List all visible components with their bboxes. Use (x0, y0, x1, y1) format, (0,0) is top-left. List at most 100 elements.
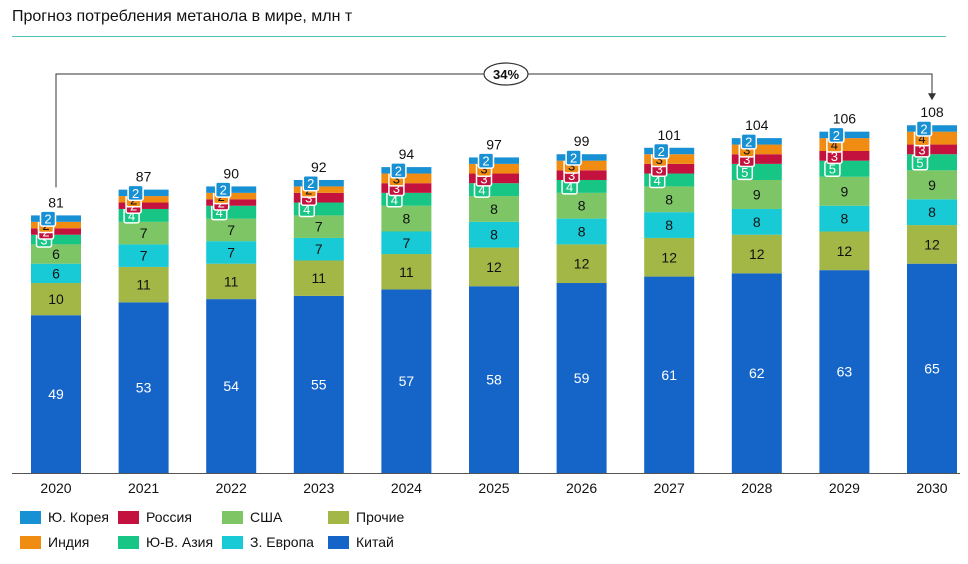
data-label-korea-2020: 2 (44, 212, 51, 227)
bar-segment-india-2024 (381, 173, 432, 184)
data-label-europe-2023: 7 (315, 241, 323, 257)
data-label-china-2023: 55 (311, 376, 327, 392)
data-label-other-2027: 12 (661, 249, 677, 265)
legend-swatch-europe (222, 535, 243, 549)
data-label-sea-2021: 4 (128, 208, 135, 223)
data-label-usa-2029: 9 (841, 183, 849, 199)
legend-label-china: Китай (356, 534, 394, 550)
data-label-india-2030: 4 (918, 131, 925, 146)
data-label-usa-2030: 9 (928, 177, 936, 193)
bar-segment-china-2021 (118, 302, 169, 473)
data-label-russia-2029: 3 (831, 149, 838, 164)
legend-item-india: Индия (20, 534, 89, 550)
data-label-usa-2023: 7 (315, 219, 323, 235)
data-label-russia-2023: 3 (305, 191, 312, 206)
bar-segment-china-2028 (731, 273, 782, 473)
bar-segment-other-2028 (731, 234, 782, 274)
bar-segment-europe-2022 (206, 241, 257, 264)
bar-segment-usa-2030 (907, 170, 957, 200)
data-label-box-korea-2027 (652, 142, 670, 160)
bar-segment-china-2024 (381, 289, 432, 473)
data-label-other-2020: 10 (48, 291, 64, 307)
bar-segment-europe-2028 (731, 208, 782, 235)
data-label-sea-2029: 5 (829, 162, 836, 177)
data-label-other-2028: 12 (749, 246, 765, 262)
legend-label-korea: Ю. Корея (48, 509, 110, 525)
total-label-2022: 90 (223, 165, 239, 181)
bar-segment-other-2029 (819, 231, 870, 271)
data-label-box-korea-2024 (390, 162, 407, 179)
data-label-sea-2027: 4 (654, 173, 661, 188)
bar-segment-usa-2020 (31, 244, 81, 264)
bar-segment-china-2030 (907, 263, 957, 473)
x-tick-label-2027: 2027 (654, 480, 685, 496)
legend-swatch-usa (222, 510, 243, 524)
bar-segment-europe-2023 (293, 237, 344, 261)
legend-item-other: Прочие (328, 509, 404, 525)
bar-segment-china-2025 (469, 286, 519, 473)
data-label-europe-2027: 8 (665, 217, 673, 233)
bar-segment-russia-2021 (118, 202, 169, 209)
data-label-usa-2022: 7 (227, 222, 235, 238)
bar-segment-other-2025 (469, 247, 519, 287)
bar-segment-europe-2029 (819, 205, 870, 232)
bar-segment-europe-2021 (118, 244, 169, 267)
data-label-india-2027: 3 (656, 152, 663, 167)
data-label-sea-2020: 3 (40, 233, 47, 248)
data-label-india-2029: 4 (831, 138, 838, 153)
total-label-2030: 108 (920, 104, 944, 120)
bar-segment-russia-2025 (469, 173, 519, 184)
bar-segment-europe-2026 (556, 218, 607, 245)
data-label-sea-2023: 4 (303, 202, 310, 217)
data-label-box-korea-2030 (915, 120, 933, 137)
data-label-europe-2028: 8 (753, 214, 761, 230)
bar-segment-usa-2026 (556, 192, 607, 219)
data-label-korea-2027: 2 (658, 144, 665, 159)
data-label-europe-2029: 8 (841, 211, 849, 227)
bar-segment-india-2026 (556, 160, 607, 171)
data-label-box-korea-2021 (127, 184, 144, 202)
data-label-usa-2028: 9 (753, 186, 761, 202)
legend-swatch-sea (118, 535, 139, 549)
data-label-europe-2026: 8 (578, 224, 586, 240)
bar-segment-europe-2024 (381, 231, 432, 255)
growth-arrow-head (928, 93, 936, 101)
data-label-box-korea-2022 (214, 181, 232, 198)
data-label-russia-2024: 3 (393, 181, 400, 196)
bar-segment-russia-2029 (819, 151, 870, 161)
legend-item-europe: З. Европа (222, 534, 314, 550)
data-label-korea-2021: 2 (132, 186, 139, 201)
bar-segment-china-2023 (293, 295, 344, 473)
bar-segment-usa-2025 (469, 196, 519, 222)
data-label-russia-2026: 3 (568, 168, 575, 183)
data-label-china-2027: 61 (661, 367, 677, 383)
bar-segment-europe-2027 (644, 212, 695, 238)
total-label-2027: 101 (658, 127, 682, 143)
data-label-europe-2022: 7 (227, 244, 235, 260)
x-tick-label-2023: 2023 (303, 480, 334, 496)
data-label-usa-2026: 8 (578, 198, 586, 214)
bar-segment-other-2026 (556, 244, 607, 284)
legend-label-russia: Россия (146, 509, 192, 525)
x-tick-label-2025: 2025 (478, 480, 509, 496)
bar-segment-usa-2029 (819, 176, 870, 206)
data-label-china-2024: 57 (399, 373, 415, 389)
bar-segment-usa-2022 (206, 218, 257, 242)
data-label-india-2028: 3 (743, 142, 750, 157)
bar-segment-russia-2022 (206, 199, 257, 206)
bar-segment-china-2022 (206, 299, 257, 473)
x-tick-label-2026: 2026 (566, 480, 597, 496)
bar-segment-sea-2020 (31, 234, 81, 245)
bar-segment-usa-2024 (381, 205, 432, 232)
x-tick-label-2020: 2020 (40, 480, 71, 496)
data-label-europe-2025: 8 (490, 227, 498, 243)
x-tick-label-2030: 2030 (916, 480, 947, 496)
data-label-other-2023: 11 (312, 270, 327, 286)
total-label-2029: 106 (833, 111, 857, 127)
legend-swatch-russia (118, 510, 139, 524)
bar-segment-other-2021 (118, 266, 169, 303)
data-label-sea-2025: 4 (478, 183, 485, 198)
data-label-china-2028: 62 (749, 365, 765, 381)
data-label-other-2026: 12 (574, 256, 590, 272)
bar-segment-india-2028 (731, 144, 782, 155)
